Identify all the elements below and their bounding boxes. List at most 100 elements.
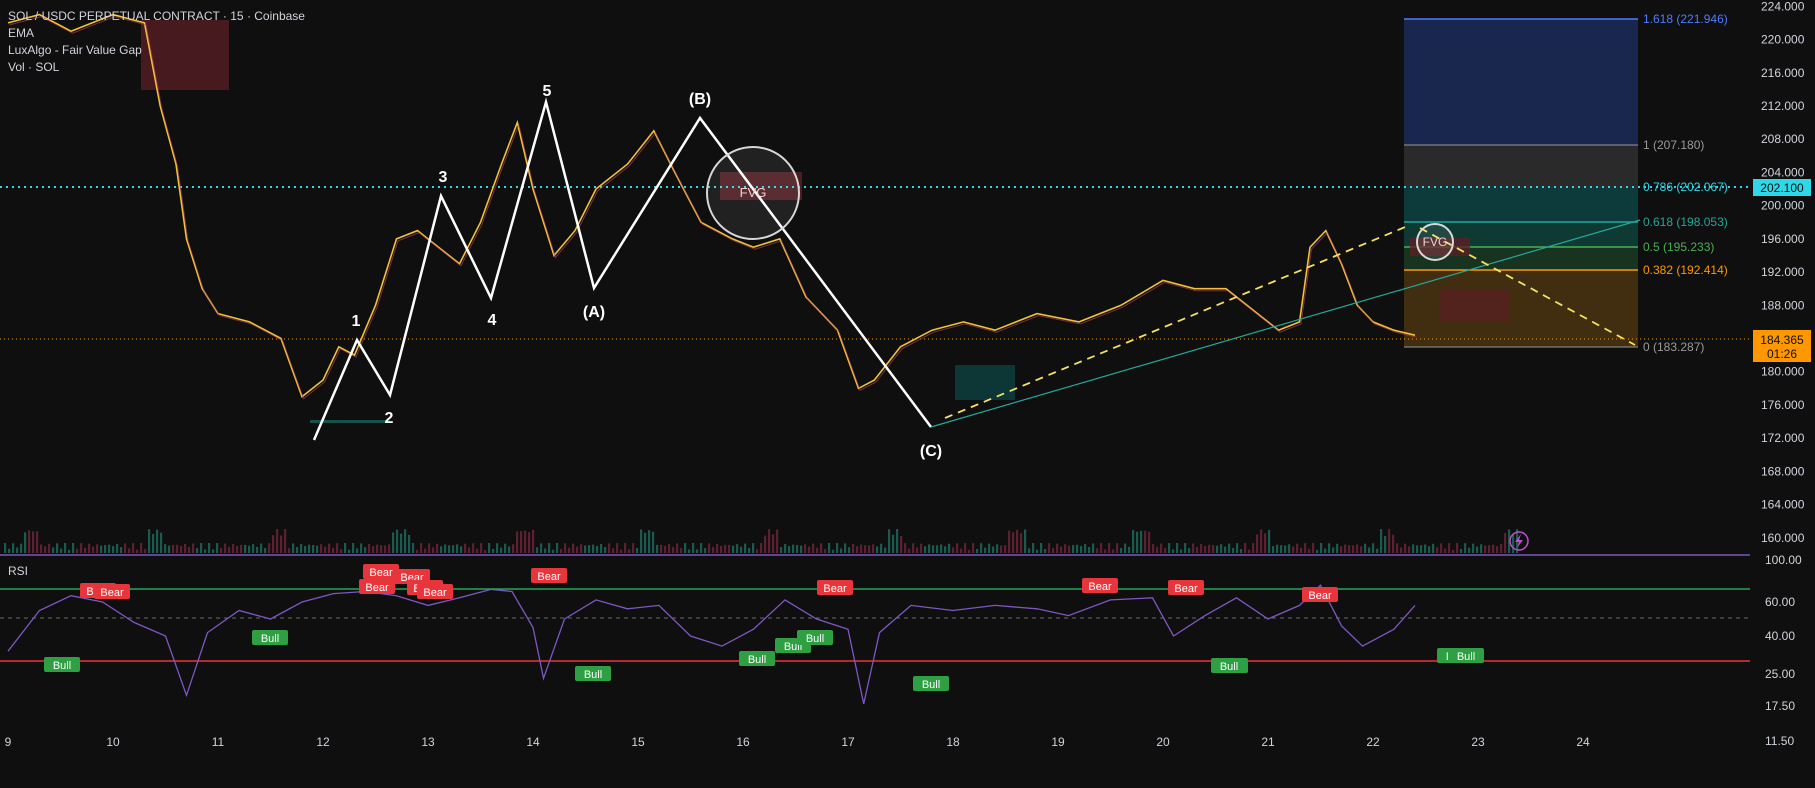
volume-bar	[980, 543, 983, 553]
volume-bar	[264, 547, 267, 553]
bull-signal: Bull	[748, 654, 766, 666]
volume-bar	[240, 544, 243, 553]
volume-bar	[208, 543, 211, 553]
time-axis[interactable]: 9 10 11 12 13 14 15 16 17 18 19 20 21 22 23 24	[5, 735, 1590, 749]
volume-bar	[352, 543, 355, 553]
volume-bar	[484, 549, 487, 553]
volume-bar	[404, 529, 407, 553]
volume-bar	[996, 544, 999, 553]
volume-bar	[52, 547, 55, 553]
volume-bar	[1044, 549, 1047, 553]
fvg-circle-right[interactable]	[1416, 223, 1454, 261]
level-tag-text: 202.100	[1760, 181, 1804, 195]
bear-signal-bg	[1302, 587, 1338, 602]
price-tick-label: 220.000	[1761, 33, 1805, 47]
volume-bar	[920, 543, 923, 553]
volume-bar	[760, 543, 763, 553]
bull-signal-bg	[575, 666, 611, 681]
volume-bar	[1304, 543, 1307, 553]
volume-bar	[120, 547, 123, 553]
volume-bar	[380, 545, 383, 553]
wave-label-3: 3	[439, 169, 448, 186]
volume-bar	[464, 543, 467, 553]
volume-bar	[1488, 545, 1491, 553]
volume-bar	[16, 547, 19, 553]
volume-bar	[528, 532, 531, 553]
trend-line-support[interactable]	[930, 219, 1641, 428]
volume-bar	[1124, 543, 1127, 553]
volume-bar	[948, 543, 951, 553]
volume-bar	[780, 547, 783, 553]
volume-bar	[1048, 543, 1051, 553]
volume-bar	[976, 548, 979, 553]
volume-bar	[64, 543, 67, 553]
volume-bar	[376, 544, 379, 553]
fib-label-0618: 0.618 (198.053)	[1643, 215, 1728, 229]
wave-label-4: 4	[488, 312, 497, 329]
fib-label-1618: 1.618 (221.946)	[1643, 12, 1728, 26]
volume-bar	[124, 543, 127, 553]
volume-bar	[1376, 548, 1379, 553]
legend-indicator-ema[interactable]: EMA	[8, 26, 35, 40]
legend-symbol[interactable]: SOL / USDC PERPETUAL CONTRACT · 15 · Coi…	[8, 9, 305, 23]
volume-bar	[96, 544, 99, 553]
last-price-tag: 184.365 01:26	[1753, 330, 1811, 362]
price-axis[interactable]: 224.000 220.000 216.000 212.000 208.000 204.0…	[1761, 0, 1805, 545]
volume-bar	[1440, 543, 1443, 553]
volume-bar	[672, 546, 675, 553]
volume-bar	[664, 545, 667, 553]
volume-bar	[652, 531, 655, 553]
volume-bar	[572, 543, 575, 553]
volume-bar	[772, 534, 775, 553]
price-tick-label: 212.000	[1761, 99, 1805, 113]
volume-bar	[560, 548, 563, 553]
volume-bar	[348, 549, 351, 553]
volume-bar	[860, 544, 863, 553]
volume-bar	[1032, 543, 1035, 553]
volume-bar	[260, 543, 263, 553]
trend-line-dashed-falling[interactable]	[1419, 227, 1636, 346]
chart-legend: SOL / USDC PERPETUAL CONTRACT · 15 · Coi…	[8, 8, 305, 76]
volume-bar	[1204, 545, 1207, 553]
volume-bar	[4, 543, 7, 553]
legend-indicator-fvg[interactable]: LuxAlgo - Fair Value Gap	[8, 43, 142, 57]
volume-bar	[172, 544, 175, 553]
rsi-title[interactable]: RSI	[8, 564, 29, 578]
wave-label-5: 5	[543, 83, 552, 100]
bull-signal-bg	[1448, 648, 1484, 663]
volume-bar	[732, 545, 735, 553]
volume-bar	[136, 549, 139, 553]
volume-bar	[168, 545, 171, 553]
fvg-circle-b[interactable]	[706, 146, 800, 240]
volume-bar	[448, 545, 451, 553]
volume-bar	[288, 548, 291, 553]
volume-bar	[928, 544, 931, 553]
volume-bar	[416, 549, 419, 553]
volume-bar	[356, 548, 359, 553]
volume-bar	[536, 547, 539, 553]
volume-bar	[1136, 531, 1139, 553]
volume-bar	[200, 543, 203, 553]
volume-bar	[668, 544, 671, 553]
volume-bar	[372, 546, 375, 553]
legend-indicator-volume[interactable]: Vol · SOL	[8, 60, 60, 74]
volume-bar	[596, 545, 599, 553]
fvg-box-bull	[955, 365, 1015, 400]
bull-signal-bg	[44, 657, 80, 672]
volume-bar	[156, 529, 159, 553]
fib-label-05: 0.5 (195.233)	[1643, 240, 1714, 254]
lightning-icon[interactable]	[1509, 531, 1529, 551]
elliott-wave-path[interactable]	[312, 97, 933, 441]
bear-signal-bg	[417, 584, 453, 599]
volume-bar	[324, 546, 327, 553]
rsi-axis[interactable]: 100.00 60.00 40.00 25.00 17.50 11.50	[1765, 553, 1802, 748]
volume-bar	[104, 545, 107, 553]
price-tick-label: 160.000	[1761, 531, 1805, 545]
bear-signal: Bear	[1308, 590, 1332, 602]
volume-bar	[496, 543, 499, 553]
volume-bar	[492, 548, 495, 553]
volume-bar	[1384, 535, 1387, 553]
volume-bar	[1236, 543, 1239, 553]
volume-bar	[1060, 546, 1063, 553]
